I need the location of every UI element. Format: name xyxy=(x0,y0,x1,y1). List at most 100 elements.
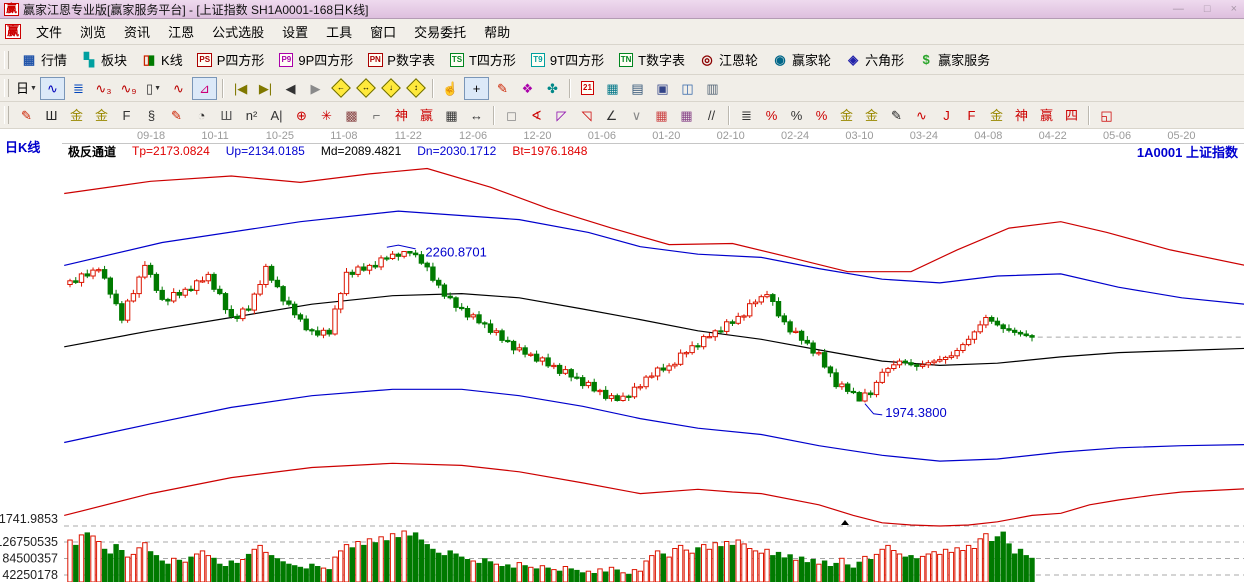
fan-rays-button[interactable]: ∢ xyxy=(525,105,548,126)
restore-button[interactable]: □ xyxy=(1201,3,1214,15)
n-squared-button[interactable]: n² xyxy=(240,105,263,126)
menu-item-4[interactable]: 公式选股 xyxy=(203,19,273,44)
toolbar-grip[interactable] xyxy=(4,51,9,69)
menu-item-0[interactable]: 文件 xyxy=(27,19,71,44)
dial-button[interactable]: ◔ xyxy=(190,105,213,126)
si-angle-button[interactable]: 四 xyxy=(1060,105,1083,126)
menu-item-3[interactable]: 江恩 xyxy=(159,19,203,44)
fan-box-purple-button[interactable]: ◸ xyxy=(550,105,573,126)
compass-button[interactable]: ⊕ xyxy=(290,105,313,126)
next-bar-button[interactable]: ▶ xyxy=(304,78,327,99)
pen-knife-button[interactable]: ✎ xyxy=(15,105,38,126)
hexagon-button[interactable]: ◈六角形 xyxy=(838,48,911,71)
menu-item-2[interactable]: 资讯 xyxy=(115,19,159,44)
v-dotted-button[interactable]: ∨ xyxy=(625,105,648,126)
gold-angle-button[interactable]: 金 xyxy=(985,105,1008,126)
angle-rays-button[interactable]: ∠ xyxy=(600,105,623,126)
box-angle-button[interactable]: ◱ xyxy=(1095,105,1118,126)
quotes-button[interactable]: ▦行情 xyxy=(14,48,74,71)
f-angle-button[interactable]: F xyxy=(960,105,983,126)
polyline-button[interactable]: ✎ xyxy=(491,78,514,99)
fan-box-red-button[interactable]: ◹ xyxy=(575,105,598,126)
wave-9-button[interactable]: ∿₉ xyxy=(117,78,140,99)
kline-period-button[interactable]: 日▼ xyxy=(15,78,38,99)
toolbar-grip[interactable] xyxy=(4,79,9,97)
calendar-button[interactable]: 21 xyxy=(576,78,599,99)
crosshair-button[interactable]: + xyxy=(464,77,489,100)
gann-shape-button[interactable]: ❖ xyxy=(516,78,539,99)
system-tools-button[interactable]: ▥ xyxy=(701,78,724,99)
web-export-button[interactable]: ◫ xyxy=(676,78,699,99)
kline-chart-canvas[interactable]: 2260.87011974.38001741.98531267505358450… xyxy=(0,158,1244,582)
candle-style-button[interactable]: ▯▼ xyxy=(142,78,165,99)
gold-line-button[interactable]: 金 xyxy=(860,105,883,126)
zigzag-window-button[interactable]: ∿ xyxy=(40,77,65,100)
gold-comb-2-button[interactable]: 金 xyxy=(90,105,113,126)
ink-pen-button[interactable]: ✎ xyxy=(885,105,908,126)
zoom-right-button[interactable]: ↔ xyxy=(354,78,377,99)
menu-item-1[interactable]: 浏览 xyxy=(71,19,115,44)
slant-lines-button[interactable]: // xyxy=(700,105,723,126)
minimize-button[interactable]: — xyxy=(1170,3,1187,15)
menu-item-5[interactable]: 设置 xyxy=(273,19,317,44)
toolbar-grip[interactable] xyxy=(4,106,9,124)
kline-button[interactable]: ▯▮K线 xyxy=(134,48,190,71)
winner-wheel-button[interactable]: ◉赢家轮 xyxy=(765,48,838,71)
goto-last-button[interactable]: ▶| xyxy=(254,78,277,99)
wave-3-button[interactable]: ∿₃ xyxy=(92,78,115,99)
percent-strike-button[interactable]: % xyxy=(760,105,783,126)
v-ruler-button[interactable]: ⌐ xyxy=(365,105,388,126)
notes-button[interactable]: ▤ xyxy=(626,78,649,99)
width-measure-button[interactable]: ↔ xyxy=(465,105,488,126)
gold-comb-button[interactable]: 金 xyxy=(65,105,88,126)
shen-comb-button[interactable]: 神 xyxy=(390,105,413,126)
comb-grid-button[interactable]: Ш xyxy=(40,105,63,126)
box-select-button[interactable]: ◻ xyxy=(500,105,523,126)
ying-comb-button[interactable]: 赢 xyxy=(415,105,438,126)
ruler-123-button[interactable]: ▦ xyxy=(440,105,463,126)
j-angle-button[interactable]: J xyxy=(935,105,958,126)
calculator-button[interactable]: ▦ xyxy=(601,78,624,99)
menu-item-6[interactable]: 工具 xyxy=(317,19,361,44)
close-button[interactable]: × xyxy=(1228,3,1240,15)
winner-service-button[interactable]: $赢家服务 xyxy=(911,48,997,71)
volume-profile-button[interactable]: ⊿ xyxy=(192,77,217,100)
zoom-left-button[interactable]: ← xyxy=(329,78,352,99)
sectors-button[interactable]: ▚板块 xyxy=(74,48,134,71)
ying-angle-button[interactable]: 赢 xyxy=(1035,105,1058,126)
marker-pen-button[interactable]: ✎ xyxy=(165,105,188,126)
prev-bar-button[interactable]: ◀ xyxy=(279,78,302,99)
a-wave-button[interactable]: ∿ xyxy=(910,105,933,126)
gold-circle-button[interactable]: 金 xyxy=(835,105,858,126)
grid-box-button[interactable]: ▦ xyxy=(675,105,698,126)
percent-button[interactable]: % xyxy=(785,105,808,126)
gann-wheel-button[interactable]: ◎江恩轮 xyxy=(692,48,765,71)
info-list-button[interactable]: ≣ xyxy=(67,78,90,99)
expand-button[interactable]: ↕ xyxy=(404,78,427,99)
zigzag-red-button[interactable]: ∿ xyxy=(167,78,190,99)
pan-hand-button[interactable]: ☝ xyxy=(439,78,462,99)
menu-item-8[interactable]: 交易委托 xyxy=(405,19,475,44)
menu-item-7[interactable]: 窗口 xyxy=(361,19,405,44)
star-web-button[interactable]: ✳ xyxy=(315,105,338,126)
spiral-button[interactable]: § xyxy=(140,105,163,126)
goto-first-button[interactable]: |◀ xyxy=(229,78,252,99)
compress-button[interactable]: ↓ xyxy=(379,78,402,99)
grid-dots-button[interactable]: ▦ xyxy=(650,105,673,126)
a-ruler-button[interactable]: A| xyxy=(265,105,288,126)
percent-line-button[interactable]: % xyxy=(810,105,833,126)
pattern-button[interactable]: ✤ xyxy=(541,78,564,99)
shen-angle-button[interactable]: 神 xyxy=(1010,105,1033,126)
f-comb-button[interactable]: F xyxy=(115,105,138,126)
comb-plain-button[interactable]: Ш xyxy=(215,105,238,126)
menu-item-9[interactable]: 帮助 xyxy=(475,19,519,44)
save-button[interactable]: ▣ xyxy=(651,78,674,99)
e-gauge-button[interactable]: ≣ xyxy=(735,105,758,126)
web-box-button[interactable]: ▩ xyxy=(340,105,363,126)
